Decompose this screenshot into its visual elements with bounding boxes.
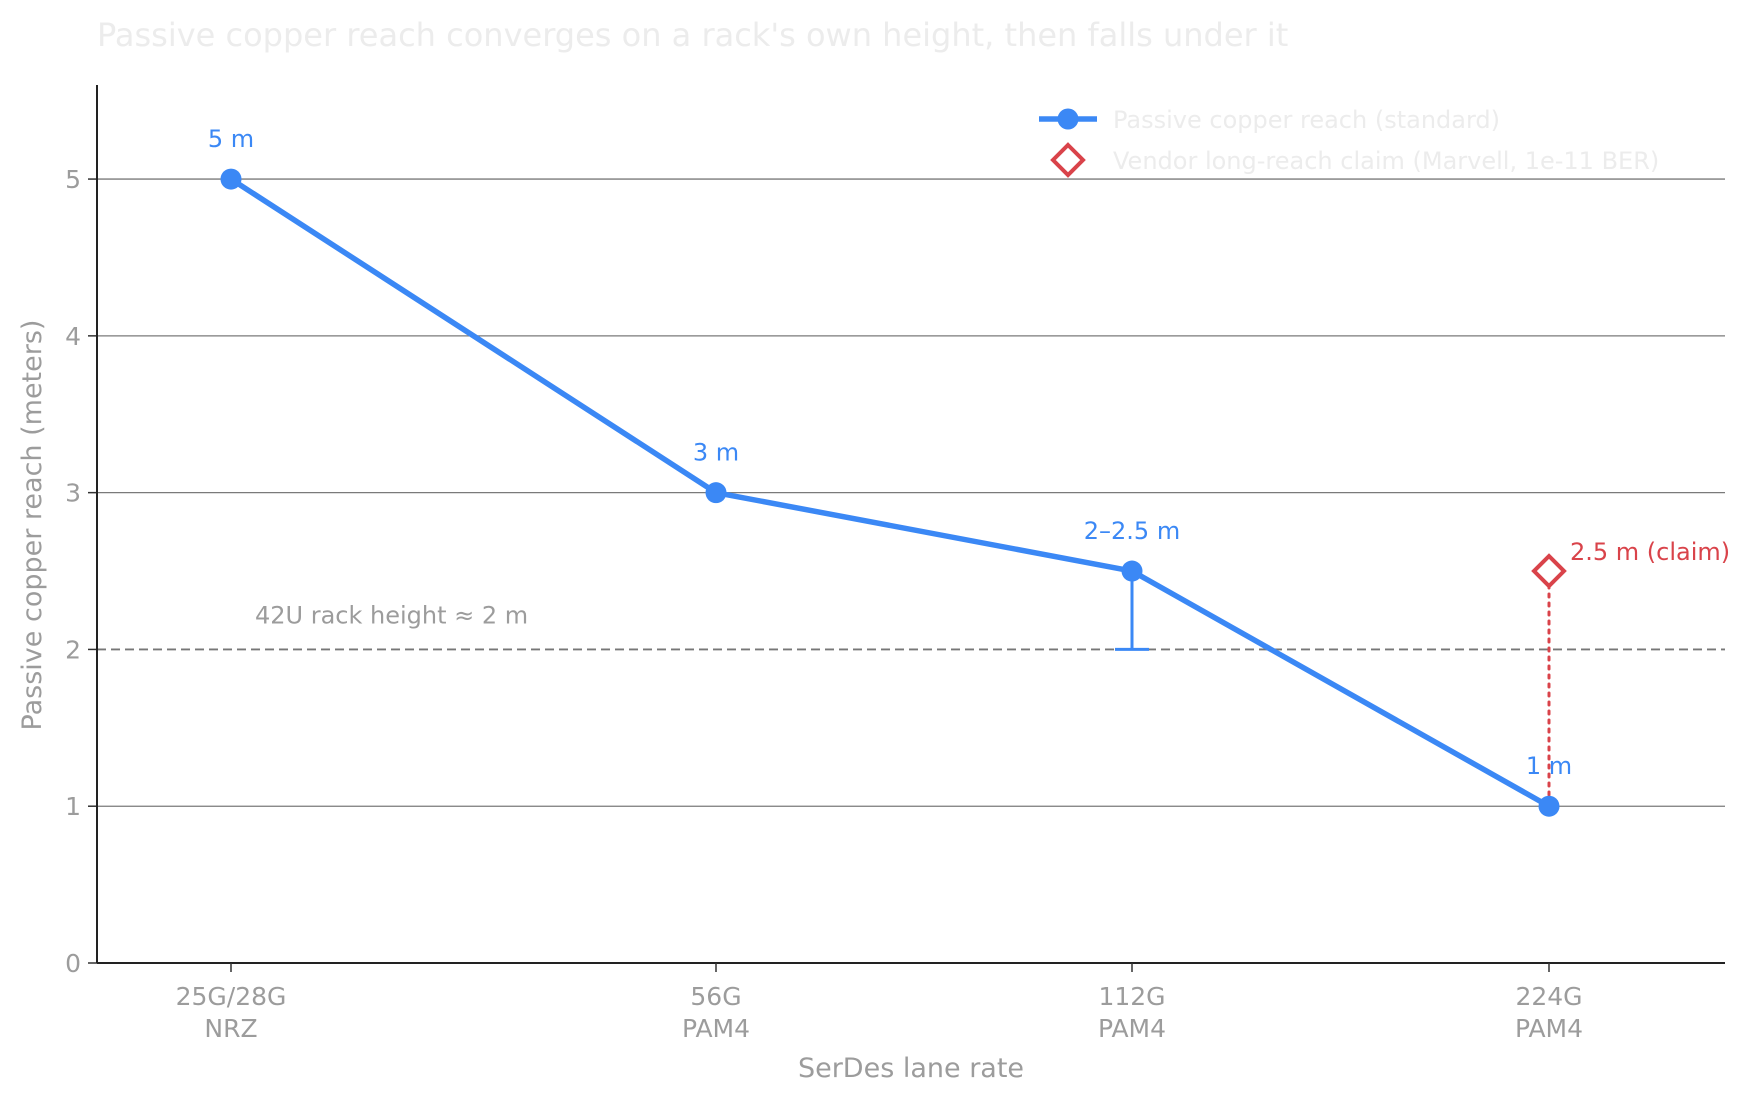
axes: 0 1 2 3 4 5 25G/28G NRZ 56G PAM4 112G PAM4 224G PAM4 — [65, 85, 1725, 1043]
reference-line-group: 42U rack height ≈ 2 m — [97, 601, 1725, 651]
x-tick-sublabel: PAM4 — [1515, 1014, 1583, 1043]
legend-label-claim: Vendor long-reach claim (Marvell, 1e-11 … — [1113, 147, 1659, 175]
x-tick-sublabel: PAM4 — [1098, 1014, 1166, 1043]
x-tick-sublabel: PAM4 — [682, 1014, 750, 1043]
reach-point-label: 2–2.5 m — [1084, 517, 1180, 545]
reach-point-label: 1 m — [1526, 752, 1572, 780]
claim-point-label: 2.5 m (claim) — [1570, 538, 1730, 566]
x-tick-label: 224G — [1515, 982, 1582, 1011]
gridlines — [97, 178, 1725, 807]
x-axis-label: SerDes lane rate — [798, 1053, 1024, 1084]
reach-point — [705, 482, 727, 504]
y-tick-label: 3 — [65, 479, 81, 508]
y-axis-label: Passive copper reach (meters) — [17, 320, 48, 731]
y-tick-label: 4 — [65, 322, 81, 351]
reach-point-label: 5 m — [208, 125, 254, 153]
reach-point — [220, 168, 242, 190]
legend-label-standard: Passive copper reach (standard) — [1113, 106, 1500, 134]
y-tick-label: 0 — [65, 949, 81, 978]
series-group: 5 m 3 m 2–2.5 m 1 m 2.5 m (claim) — [208, 125, 1730, 817]
reach-point — [1121, 560, 1143, 582]
y-tick-label: 5 — [65, 165, 81, 194]
rack-height-label: 42U rack height ≈ 2 m — [255, 601, 528, 629]
reach-point-label: 3 m — [693, 439, 739, 467]
legend-diamond-swatch — [1050, 142, 1086, 178]
x-tick-label: 25G/28G — [176, 982, 287, 1011]
x-tick-label: 56G — [690, 982, 741, 1011]
x-tick-sublabel: NRZ — [204, 1014, 257, 1043]
y-tick-label: 2 — [65, 635, 81, 664]
y-tick-label: 1 — [65, 792, 81, 821]
claim-diamond-marker — [1531, 553, 1567, 589]
reach-series-line — [229, 176, 1551, 809]
chart-title: Passive copper reach converges on a rack… — [97, 16, 1288, 54]
reach-point — [1538, 795, 1560, 817]
legend-circle-swatch — [1057, 108, 1079, 130]
legend: Passive copper reach (standard) Vendor lo… — [1039, 106, 1659, 178]
x-tick-label: 112G — [1098, 982, 1165, 1011]
